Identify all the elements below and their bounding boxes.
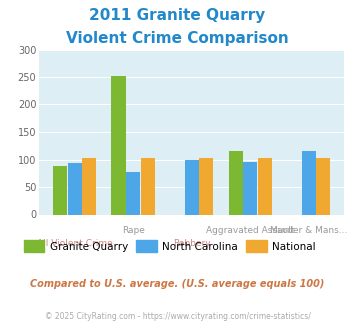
Bar	[67, 163, 82, 214]
Bar	[111, 76, 126, 215]
Bar	[229, 151, 242, 214]
Bar	[126, 172, 140, 215]
Text: Aggravated Assault: Aggravated Assault	[206, 226, 295, 235]
Bar	[243, 162, 257, 214]
Text: All Violent Crime: All Violent Crime	[37, 240, 113, 248]
Bar	[185, 159, 199, 214]
Legend: Granite Quarry, North Carolina, National: Granite Quarry, North Carolina, National	[20, 236, 320, 256]
Text: Violent Crime Comparison: Violent Crime Comparison	[66, 31, 289, 46]
Bar	[141, 158, 155, 214]
Text: Murder & Mans...: Murder & Mans...	[270, 226, 348, 235]
Text: 2011 Granite Quarry: 2011 Granite Quarry	[89, 8, 266, 23]
Text: Robbery: Robbery	[173, 240, 211, 248]
Bar	[53, 166, 67, 214]
Bar	[199, 158, 213, 215]
Text: © 2025 CityRating.com - https://www.cityrating.com/crime-statistics/: © 2025 CityRating.com - https://www.city…	[45, 312, 310, 321]
Bar	[316, 158, 331, 215]
Bar	[302, 151, 316, 214]
Text: Compared to U.S. average. (U.S. average equals 100): Compared to U.S. average. (U.S. average …	[30, 279, 325, 289]
Text: Rape: Rape	[122, 226, 144, 235]
Bar	[258, 158, 272, 214]
Bar	[82, 158, 96, 215]
